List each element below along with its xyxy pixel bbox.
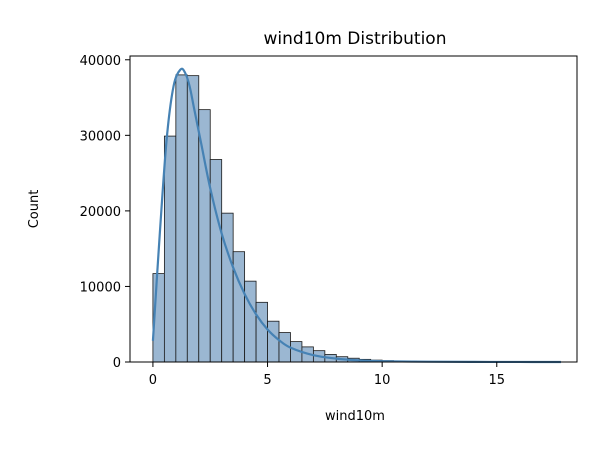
histogram-bars xyxy=(152,74,566,363)
histogram-bar xyxy=(267,320,280,363)
chart-title: wind10m Distribution xyxy=(264,29,447,49)
x-tick-label: 15 xyxy=(488,373,505,388)
histogram-bar xyxy=(175,74,188,363)
y-tick-label: 20000 xyxy=(80,205,121,220)
histogram-bar xyxy=(209,159,223,363)
y-axis-ticks: 0 10000 20000 30000 40000 xyxy=(80,54,130,371)
y-tick-label: 40000 xyxy=(80,54,121,69)
histogram-bar xyxy=(244,280,257,363)
y-tick-label: 0 xyxy=(113,356,121,371)
histogram-bar xyxy=(255,301,268,363)
histogram-bar xyxy=(232,251,246,363)
histogram-bar xyxy=(198,109,211,363)
x-tick-label: 5 xyxy=(263,373,271,388)
y-tick-label: 10000 xyxy=(80,280,121,295)
y-axis-label: Count xyxy=(27,190,42,229)
x-axis-label: wind10m xyxy=(325,409,385,424)
x-tick-label: 10 xyxy=(374,373,391,388)
histogram-bar xyxy=(163,135,177,363)
x-tick-label: 0 xyxy=(149,373,157,388)
plot-frame xyxy=(129,55,578,363)
histogram-bar xyxy=(221,212,234,363)
y-tick-label: 30000 xyxy=(80,129,121,144)
x-axis-ticks: 0 5 10 15 xyxy=(149,362,505,388)
kde-curve xyxy=(151,67,561,364)
